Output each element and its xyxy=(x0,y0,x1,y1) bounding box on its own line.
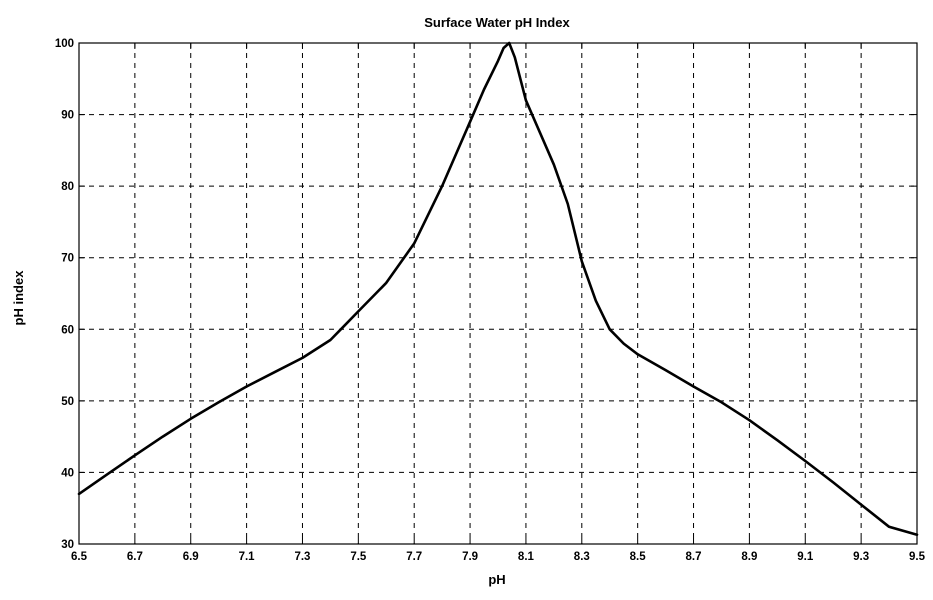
y-tick-label: 60 xyxy=(61,324,74,336)
x-tick-label: 8.9 xyxy=(741,551,757,563)
series-line xyxy=(77,41,919,537)
plot-frame xyxy=(78,42,918,545)
x-tick-label: 7.5 xyxy=(350,551,367,563)
y-tick-label: 80 xyxy=(61,181,74,193)
x-tick-label: 9.5 xyxy=(909,551,926,563)
x-tick-label: 6.7 xyxy=(127,551,143,563)
y-tick-label: 90 xyxy=(61,110,74,122)
y-tick-label: 70 xyxy=(61,253,74,265)
x-axis-ticks: 6.5 6.7 6.9 7.1 7.3 7.5 7.7 7.9 8.1 8.3 8.5 8.7 8.9 9… xyxy=(71,43,926,563)
x-tick-label: 8.3 xyxy=(574,551,590,563)
x-tick-label: 9.1 xyxy=(797,551,814,563)
x-tick-label: 7.3 xyxy=(294,551,310,563)
x-tick-label: 8.7 xyxy=(686,551,702,563)
chart-title: Surface Water pH Index xyxy=(424,15,570,30)
y-tick-label: 30 xyxy=(61,539,74,551)
x-tick-label: 7.1 xyxy=(239,551,256,563)
y-axis-label: pH index xyxy=(11,270,26,326)
x-tick-label: 9.3 xyxy=(853,551,869,563)
y-tick-label: 50 xyxy=(61,396,74,408)
x-tick-label: 7.7 xyxy=(406,551,422,563)
y-axis-ticks: 30 40 50 60 70 80 90 100 xyxy=(55,38,917,551)
y-tick-label: 100 xyxy=(55,38,74,50)
x-tick-label: 8.5 xyxy=(630,551,647,563)
x-tick-label: 6.5 xyxy=(71,551,88,563)
grid-lines xyxy=(79,43,917,544)
x-tick-label: 8.1 xyxy=(518,551,535,563)
x-tick-label: 6.9 xyxy=(183,551,199,563)
plot-area xyxy=(77,41,919,537)
x-axis-label: pH xyxy=(488,572,505,587)
y-tick-label: 40 xyxy=(61,467,74,479)
x-tick-label: 7.9 xyxy=(462,551,478,563)
plot-border xyxy=(78,42,918,545)
